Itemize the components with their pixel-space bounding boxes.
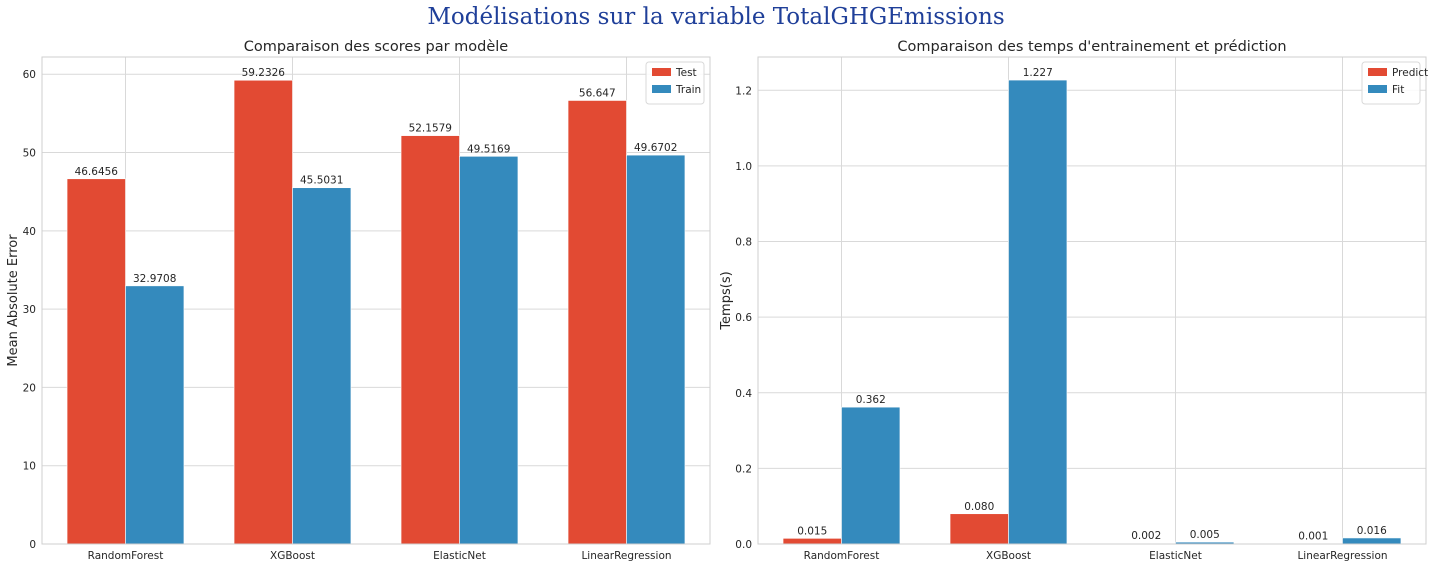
bar-test-randomforest (66, 178, 126, 545)
legend-swatch-train (652, 85, 671, 93)
y-tick-label: 0.2 (735, 463, 752, 475)
bar-predict-xgboost (949, 513, 1009, 545)
y-tick-label: 40 (23, 226, 36, 238)
data-label-train-elasticnet: 49.5169 (467, 143, 510, 155)
bar-test-xgboost (233, 79, 293, 545)
bar-fit-xgboost (1008, 79, 1068, 545)
y-tick-label: 50 (23, 148, 36, 160)
data-label-fit-randomforest: 0.362 (856, 394, 886, 406)
legend-label-test: Test (675, 67, 697, 79)
data-label-predict-linearregression: 0.001 (1298, 531, 1328, 543)
y-tick-label: 10 (23, 461, 36, 473)
legend-swatch-predict (1368, 68, 1387, 76)
bar-train-xgboost (292, 187, 352, 545)
data-label-train-randomforest: 32.9708 (133, 273, 176, 285)
bar-test-elasticnet (400, 135, 460, 545)
y-tick-label: 0.8 (735, 237, 752, 249)
timing-y-axis-label: Temps(s) (719, 271, 734, 330)
y-tick-label: 60 (23, 69, 36, 81)
bar-fit-linearregression (1342, 537, 1402, 545)
legend-swatch-test (652, 68, 671, 76)
x-tick-label: RandomForest (804, 550, 880, 562)
timing-chart-title: Comparaison des temps d'entrainement et … (897, 39, 1286, 55)
bar-fit-randomforest (841, 406, 901, 545)
bar-train-linearregression (626, 154, 686, 545)
y-tick-label: 0.6 (735, 312, 752, 324)
data-label-predict-elasticnet: 0.002 (1131, 530, 1161, 542)
data-label-fit-elasticnet: 0.005 (1190, 529, 1220, 541)
data-label-test-xgboost: 59.2326 (242, 67, 286, 79)
data-label-test-randomforest: 46.6456 (75, 166, 119, 178)
y-tick-label: 1.0 (735, 161, 752, 173)
data-label-test-linearregression: 56.647 (579, 87, 616, 99)
plot-frame (41, 56, 711, 545)
x-tick-label: ElasticNet (1149, 550, 1202, 562)
legend-label-train: Train (675, 84, 701, 96)
x-tick-label: RandomForest (88, 550, 164, 562)
scores-y-axis-label: Mean Absolute Error (6, 234, 21, 367)
legend-swatch-fit (1368, 85, 1387, 93)
figure-suptitle: Modélisations sur la variable TotalGHGEm… (427, 4, 1004, 30)
y-tick-label: 30 (23, 304, 36, 316)
scores-chart-title: Comparaison des scores par modèle (244, 39, 509, 55)
data-label-fit-linearregression: 0.016 (1357, 525, 1387, 537)
x-tick-label: LinearRegression (581, 550, 671, 562)
bar-train-randomforest (125, 285, 185, 545)
plot-frame (757, 56, 1427, 545)
data-label-train-linearregression: 49.6702 (634, 142, 677, 154)
y-tick-label: 20 (23, 382, 36, 394)
data-label-predict-randomforest: 0.015 (797, 525, 827, 537)
data-label-test-elasticnet: 52.1579 (409, 123, 452, 135)
x-tick-label: ElasticNet (433, 550, 486, 562)
x-tick-label: XGBoost (270, 550, 315, 562)
x-tick-label: XGBoost (986, 550, 1031, 562)
y-tick-label: 1.2 (735, 85, 752, 97)
data-label-predict-xgboost: 0.080 (964, 501, 994, 513)
y-tick-label: 0.0 (735, 539, 752, 551)
scores-chart-panel: 46.6456 59.2326 52.1579 56.647 32.9708 45.503… (6, 39, 711, 562)
data-label-fit-xgboost: 1.227 (1023, 67, 1053, 79)
y-tick-label: 0 (29, 539, 36, 551)
bar-train-elasticnet (459, 156, 519, 545)
timing-chart-panel: 0.015 0.080 0.002 0.001 0.362 1.227 0.005 0.016… (719, 39, 1428, 562)
bar-predict-randomforest (782, 538, 842, 545)
legend-label-predict: Predict (1392, 67, 1428, 79)
bar-test-linearregression (567, 100, 627, 545)
legend-label-fit: Fit (1392, 84, 1404, 96)
y-tick-label: 0.4 (735, 388, 752, 400)
data-label-train-xgboost: 45.5031 (300, 175, 343, 187)
x-tick-label: LinearRegression (1297, 550, 1387, 562)
